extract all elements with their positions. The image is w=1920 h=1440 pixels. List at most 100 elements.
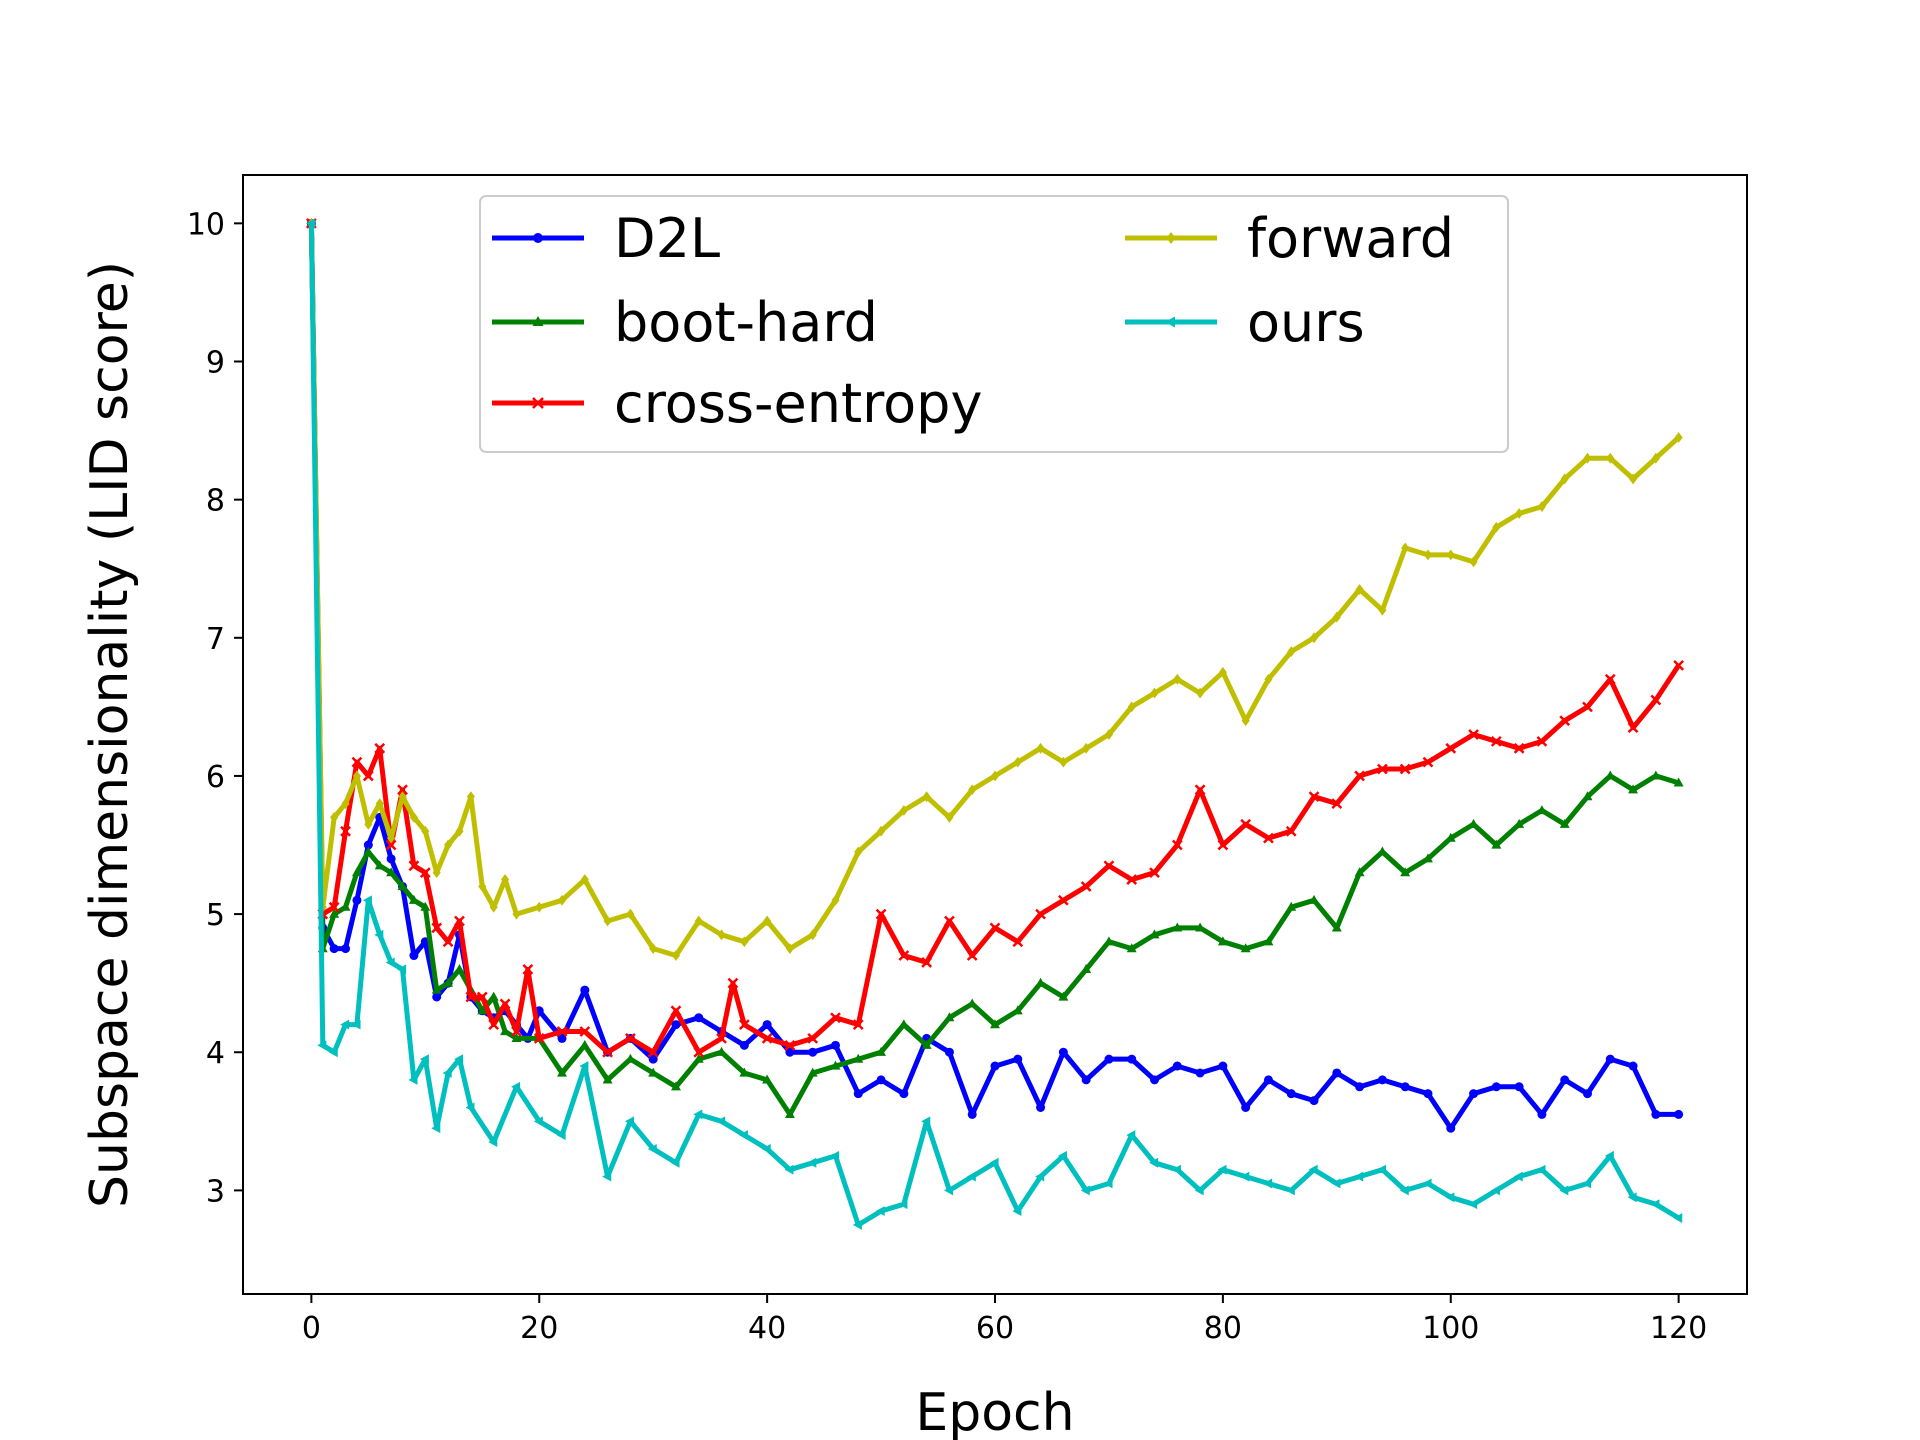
data-point-ours <box>1080 1185 1090 1196</box>
data-point-boot-hard <box>1035 977 1046 987</box>
data-point-boot-hard <box>1012 1005 1023 1015</box>
data-point-forward <box>1629 473 1638 485</box>
data-point-cross-entropy <box>727 977 739 989</box>
data-point-boot-hard <box>921 1039 932 1049</box>
data-point-ours <box>317 1040 327 1051</box>
data-point-cross-entropy <box>1035 908 1046 920</box>
data-point-ours <box>602 1171 612 1182</box>
x-axis-ticks: 0 20 40 60 80 100 120 <box>302 1294 1707 1346</box>
data-point-D2L <box>762 1020 772 1030</box>
data-point-D2L <box>363 840 373 850</box>
data-point-boot-hard <box>454 963 465 973</box>
data-point-D2L <box>1218 1061 1228 1071</box>
data-point-cross-entropy <box>898 950 910 961</box>
data-point-boot-hard <box>579 1039 590 1049</box>
data-point-boot-hard <box>511 1033 522 1043</box>
data-point-cross-entropy <box>1126 874 1138 885</box>
data-point-cross-entropy <box>476 991 488 1003</box>
x-axis-label: Epoch <box>915 1383 1074 1440</box>
data-point-D2L <box>830 1040 840 1050</box>
legend-marker <box>533 233 543 243</box>
data-point-forward <box>785 943 794 955</box>
data-point-D2L <box>432 992 442 1002</box>
data-point-ours <box>1582 1178 1592 1189</box>
data-point-ours <box>898 1199 908 1210</box>
y-tick-label: 6 <box>206 760 225 795</box>
data-point-cross-entropy <box>1057 894 1069 906</box>
data-point-boot-hard <box>1331 922 1342 932</box>
data-point-cross-entropy <box>1171 839 1183 851</box>
data-point-boot-hard <box>1286 901 1297 911</box>
data-point-cross-entropy <box>1445 742 1457 754</box>
data-point-cross-entropy <box>385 839 397 851</box>
data-point-forward <box>478 881 487 892</box>
data-point-forward <box>375 798 384 809</box>
data-point-forward <box>466 791 475 803</box>
data-point-ours <box>966 1171 976 1182</box>
data-point-ours <box>716 1116 726 1127</box>
data-point-forward <box>1036 742 1045 754</box>
data-point-D2L <box>899 1089 909 1099</box>
data-point-ours <box>1012 1206 1022 1217</box>
data-point-cross-entropy <box>966 950 978 961</box>
data-point-D2L <box>1332 1068 1342 1078</box>
data-point-D2L <box>853 1089 863 1099</box>
data-point-cross-entropy <box>1240 818 1252 830</box>
data-point-boot-hard <box>340 901 351 911</box>
data-point-D2L <box>386 854 396 864</box>
data-point-boot-hard <box>830 1060 841 1070</box>
data-point-boot-hard <box>1377 846 1388 856</box>
data-point-ours <box>454 1054 464 1065</box>
data-point-D2L <box>352 895 362 905</box>
data-point-cross-entropy <box>1559 715 1571 727</box>
data-point-cross-entropy <box>533 1033 545 1044</box>
data-point-forward <box>626 908 635 920</box>
data-point-boot-hard <box>1468 818 1479 828</box>
data-point-cross-entropy <box>522 963 534 975</box>
data-point-cross-entropy <box>693 1046 705 1058</box>
data-point-forward <box>1560 473 1569 485</box>
data-point-D2L <box>1195 1068 1205 1078</box>
data-point-forward <box>1013 756 1022 768</box>
data-point-D2L <box>1355 1082 1365 1092</box>
data-point-D2L <box>557 1033 567 1043</box>
data-point-boot-hard <box>1605 770 1616 780</box>
data-point-D2L <box>1400 1082 1410 1092</box>
data-point-ours <box>1126 1130 1136 1141</box>
data-point-boot-hard <box>807 1067 818 1077</box>
data-point-forward <box>1401 542 1410 554</box>
data-point-boot-hard <box>876 1046 887 1056</box>
data-point-forward <box>649 943 658 955</box>
data-point-cross-entropy <box>556 1026 568 1037</box>
data-point-cross-entropy <box>442 936 454 948</box>
data-point-boot-hard <box>431 984 442 994</box>
data-point-ours <box>807 1157 817 1168</box>
data-point-boot-hard <box>762 1074 773 1084</box>
data-point-forward <box>1264 673 1273 685</box>
data-point-forward <box>808 929 817 941</box>
data-point-ours <box>1650 1199 1660 1210</box>
data-point-forward <box>922 791 931 803</box>
data-point-cross-entropy <box>1194 784 1206 796</box>
data-point-cross-entropy <box>579 1026 591 1037</box>
data-point-forward <box>945 811 954 823</box>
data-point-forward <box>1059 756 1068 768</box>
data-point-ours <box>533 1116 543 1127</box>
data-point-ours <box>1308 1164 1318 1175</box>
legend-label: D2L <box>614 207 720 270</box>
data-point-ours <box>944 1185 954 1196</box>
data-point-D2L <box>1081 1075 1091 1085</box>
data-point-D2L <box>1651 1109 1661 1119</box>
data-point-ours <box>1103 1178 1113 1189</box>
data-point-forward <box>1469 556 1478 568</box>
data-point-forward <box>535 901 544 913</box>
data-point-ours <box>374 929 384 940</box>
data-point-cross-entropy <box>1536 736 1548 747</box>
data-point-boot-hard <box>397 881 408 891</box>
data-point-forward <box>1515 508 1524 519</box>
data-point-forward <box>364 818 373 830</box>
data-point-forward <box>330 811 339 823</box>
data-point-D2L <box>808 1047 818 1057</box>
data-point-forward <box>1537 501 1546 512</box>
